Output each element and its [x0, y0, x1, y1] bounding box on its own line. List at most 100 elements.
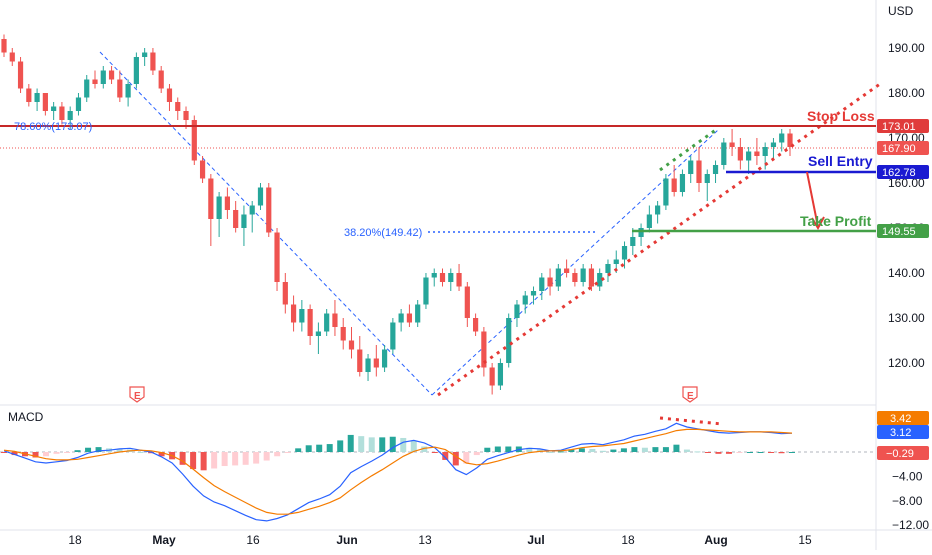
earnings-shield-icon [129, 386, 145, 403]
candle-body [84, 79, 90, 98]
fib-leg-down [99, 51, 433, 396]
macd-divergence-line [659, 416, 723, 426]
macd-hist-bar [484, 447, 491, 452]
macd-tag-macd-text: 3.12 [890, 427, 911, 439]
macd-hist-bar [326, 444, 333, 452]
candle-body [630, 237, 636, 246]
trendline-support [437, 82, 881, 397]
price-tag-last-text: 167.90 [882, 143, 916, 155]
macd-hist-bar [725, 452, 732, 454]
price-tag-target: 149.55 [877, 224, 929, 238]
time-tick-label: 13 [418, 533, 432, 547]
macd-hist-bar [431, 452, 438, 453]
candle-body [762, 147, 768, 156]
macd-tag-signal-bg [877, 411, 929, 425]
candle-body [42, 93, 48, 111]
candle-body [737, 147, 743, 161]
earnings-shield-icon [682, 386, 698, 403]
take-profit-label: Take Profit [800, 213, 872, 229]
macd-hist-bar [347, 434, 354, 452]
candle-body [398, 313, 404, 323]
candle-body [150, 52, 156, 71]
candle-body [67, 111, 73, 120]
macd-tag-signal: 3.42 [877, 411, 929, 425]
candle-body [754, 151, 760, 156]
macd-hist-bar [736, 452, 743, 453]
candle-body [597, 273, 603, 287]
price-tag-target-text: 149.55 [882, 226, 916, 238]
macd-hist-bar [767, 452, 774, 453]
candle-body [216, 196, 222, 219]
price-axis[interactable]: 190.00180.00170.00160.00150.00140.00130.… [888, 41, 925, 370]
macd-hist-bar [295, 448, 302, 452]
macd-hist-bar [631, 447, 638, 452]
candle-body [696, 160, 702, 183]
candle-body [166, 88, 173, 102]
time-tick-label: Aug [704, 533, 727, 547]
macd-tag-macd-bg [877, 425, 929, 439]
time-tick-label: 15 [798, 533, 812, 547]
candle-body [92, 79, 98, 84]
candle-body [142, 52, 148, 57]
macd-hist-bar [620, 448, 627, 452]
price-tag-stop: 173.01 [877, 119, 929, 133]
macd-hist-bar [662, 447, 669, 452]
candle-body [431, 273, 437, 278]
macd-hist-bar [95, 447, 102, 452]
candle-body [489, 367, 495, 386]
macd-hist-bar [526, 447, 533, 452]
candle-body [787, 133, 793, 147]
time-tick-label: 18 [621, 533, 635, 547]
macd-hist-bar [652, 447, 659, 452]
candle-body [290, 304, 297, 323]
candle-body [249, 205, 255, 215]
candle-body [34, 93, 40, 102]
candle-body [224, 196, 230, 210]
macd-hist-bar [53, 452, 60, 454]
macd-hist-bar [337, 440, 344, 452]
fib-label-786: 78.60%(173.07) [14, 121, 92, 133]
macd-hist-bar [568, 449, 575, 452]
time-tick-label: Jun [336, 533, 357, 547]
macd-line [3, 422, 793, 522]
price-tag-target-bg [877, 224, 929, 238]
macd-hist-bar [536, 449, 543, 452]
candle-body [191, 120, 197, 161]
fib-leg-up [431, 129, 719, 396]
macd-hist-bar [85, 447, 92, 452]
candle-body [688, 160, 694, 174]
macd-hist-bar [746, 452, 753, 453]
candle-body [522, 295, 528, 305]
candle-body [1, 39, 7, 53]
macd-hist-bar [379, 437, 386, 452]
candle-body [199, 160, 206, 179]
time-tick-label: 16 [246, 533, 260, 547]
candle-body [282, 282, 288, 305]
macd-hist-bar [116, 448, 123, 452]
candle-body [646, 214, 652, 228]
macd-hist-bar [589, 448, 596, 452]
macd-hist-bar [547, 452, 554, 453]
macd-hist-bar [641, 447, 648, 452]
candle-body [299, 309, 305, 323]
macd-hist-bar [253, 452, 260, 464]
candle-body [448, 273, 454, 282]
macd-hist-bar [778, 452, 785, 454]
macd-hist-bar [242, 452, 249, 465]
time-axis[interactable]: 18 May 16 Jun 13 Jul 18 Aug 15 [68, 533, 812, 547]
candle-body [100, 70, 106, 84]
macd-hist-bar [389, 436, 396, 452]
earnings-marker-1[interactable]: E [129, 386, 145, 403]
candle-body [257, 187, 264, 206]
candle-body [423, 277, 429, 305]
candles-group [1, 34, 793, 395]
candle-body [59, 106, 65, 120]
candle-body [580, 268, 586, 282]
macd-hist-bar [274, 452, 281, 457]
macd-hist-bar [158, 452, 165, 457]
earnings-marker-text: E [134, 391, 141, 402]
candle-body [348, 340, 355, 350]
candle-body [530, 291, 537, 296]
earnings-marker-2[interactable]: E [682, 386, 698, 403]
